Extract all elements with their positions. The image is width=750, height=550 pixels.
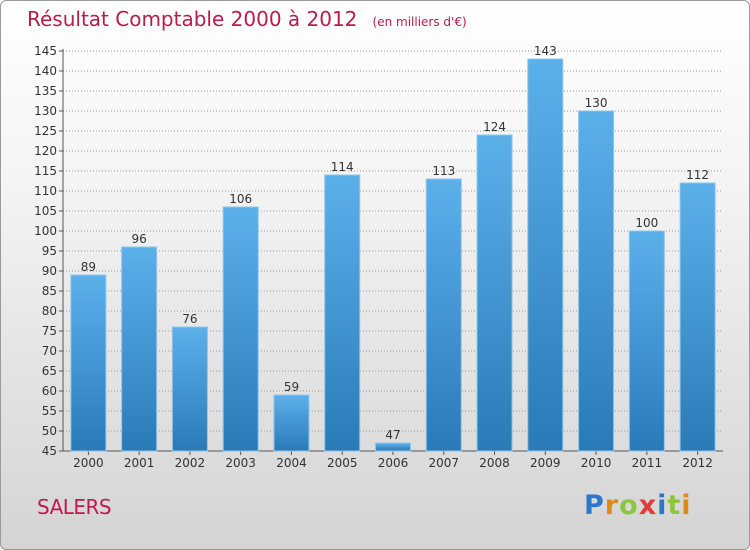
logo-letter: i bbox=[657, 490, 668, 521]
logo-letter: P bbox=[584, 490, 605, 521]
logo-letter: i bbox=[681, 490, 692, 521]
x-tick-label-2000: 2000 bbox=[73, 456, 104, 470]
bar-2004[interactable] bbox=[273, 394, 310, 452]
chart-title: Résultat Comptable 2000 à 2012 (en milli… bbox=[27, 7, 467, 31]
chart-unit: (en milliers d'€) bbox=[372, 15, 467, 29]
data-label-2008: 124 bbox=[483, 120, 506, 134]
x-tick-label-2004: 2004 bbox=[276, 456, 307, 470]
y-tick-label: 140 bbox=[34, 64, 57, 78]
data-label-2010: 130 bbox=[585, 96, 608, 110]
y-tick-label: 95 bbox=[42, 244, 57, 258]
bar-2001[interactable] bbox=[121, 246, 158, 452]
x-tick-label-2012: 2012 bbox=[682, 456, 713, 470]
x-tick-label-2003: 2003 bbox=[225, 456, 256, 470]
y-tick-label: 50 bbox=[42, 424, 57, 438]
proxiti-logo[interactable]: Proxiti bbox=[584, 490, 692, 521]
bar-2008[interactable] bbox=[476, 134, 513, 452]
axes bbox=[59, 49, 723, 455]
logo-letter: o bbox=[619, 490, 639, 521]
data-label-2003: 106 bbox=[229, 192, 252, 206]
data-label-2000: 89 bbox=[81, 260, 96, 274]
bar-2002[interactable] bbox=[171, 326, 208, 452]
logo-letter: x bbox=[638, 490, 658, 521]
y-tick-label: 65 bbox=[42, 364, 57, 378]
data-label-2007: 113 bbox=[432, 164, 455, 178]
x-tick-label-2008: 2008 bbox=[479, 456, 510, 470]
chart-title-main: Résultat Comptable 2000 à 2012 bbox=[27, 7, 358, 31]
bar-2000[interactable] bbox=[70, 274, 107, 452]
x-tick-label-2001: 2001 bbox=[124, 456, 155, 470]
y-tick-label: 110 bbox=[34, 184, 57, 198]
x-tick-label-2007: 2007 bbox=[428, 456, 459, 470]
x-tick-label-2011: 2011 bbox=[632, 456, 663, 470]
x-tick-label-2005: 2005 bbox=[327, 456, 358, 470]
x-tick-label-2009: 2009 bbox=[530, 456, 561, 470]
y-tick-label: 80 bbox=[42, 304, 57, 318]
labels: 45 50 55 60 65 70 75 80 85 90 95 100 105 110 115 120 125… bbox=[34, 44, 713, 470]
bar-2006[interactable] bbox=[375, 442, 411, 452]
y-tick-label: 135 bbox=[34, 84, 57, 98]
bar-2003[interactable] bbox=[222, 206, 259, 452]
data-label-2009: 143 bbox=[534, 44, 557, 58]
y-tick-label: 45 bbox=[42, 444, 57, 458]
data-label-2004: 59 bbox=[284, 380, 299, 394]
bar-2005[interactable] bbox=[324, 174, 361, 452]
data-label-2002: 76 bbox=[182, 312, 197, 326]
x-tick-label-2002: 2002 bbox=[175, 456, 206, 470]
y-tick-label: 130 bbox=[34, 104, 57, 118]
y-tick-label: 70 bbox=[42, 344, 57, 358]
y-tick-label: 115 bbox=[34, 164, 57, 178]
y-tick-label: 85 bbox=[42, 284, 57, 298]
bar-2010[interactable] bbox=[578, 110, 615, 452]
logo-letter: r bbox=[604, 490, 620, 521]
y-tick-label: 90 bbox=[42, 264, 57, 278]
y-tick-label: 60 bbox=[42, 384, 57, 398]
bar-2009[interactable] bbox=[527, 58, 564, 452]
y-tick-label: 120 bbox=[34, 144, 57, 158]
y-tick-label: 105 bbox=[34, 204, 57, 218]
y-tick-label: 55 bbox=[42, 404, 57, 418]
y-tick-label: 75 bbox=[42, 324, 57, 338]
data-label-2006: 47 bbox=[385, 428, 400, 442]
data-label-2001: 96 bbox=[132, 232, 147, 246]
town-name: SALERS bbox=[37, 495, 112, 519]
bar-2011[interactable] bbox=[628, 230, 665, 452]
y-tick-label: 100 bbox=[34, 224, 57, 238]
data-label-2005: 114 bbox=[331, 160, 354, 174]
y-tick-label: 145 bbox=[34, 44, 57, 58]
bar-2012[interactable] bbox=[679, 182, 716, 452]
x-tick-label-2010: 2010 bbox=[581, 456, 612, 470]
x-tick-label-2006: 2006 bbox=[378, 456, 409, 470]
data-label-2012: 112 bbox=[686, 168, 709, 182]
grid-lines bbox=[63, 50, 723, 432]
bar-2007[interactable] bbox=[425, 178, 462, 452]
bars bbox=[70, 58, 716, 452]
logo-letter: t bbox=[667, 490, 682, 521]
y-tick-label: 125 bbox=[34, 124, 57, 138]
data-label-2011: 100 bbox=[635, 216, 658, 230]
